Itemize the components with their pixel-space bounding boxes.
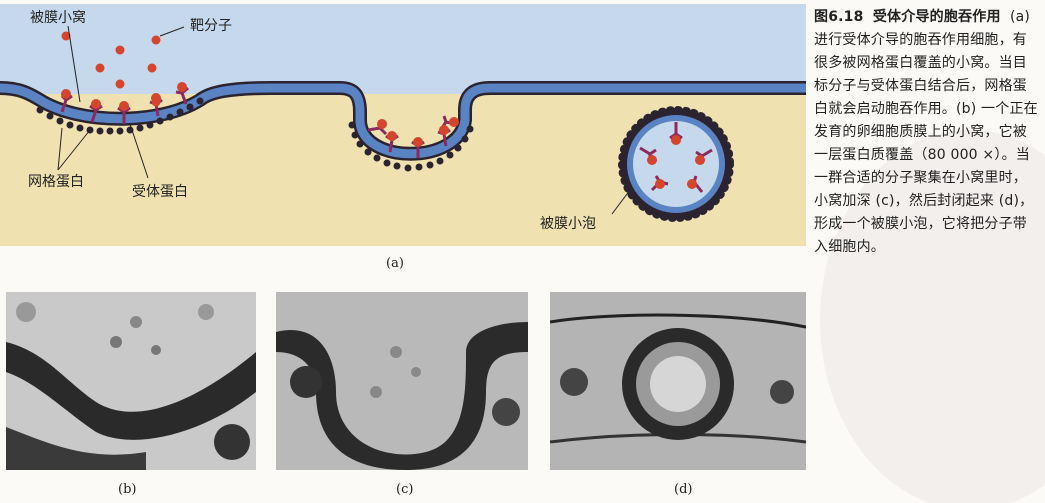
figure-title: 受体介导的胞吞作用 bbox=[872, 9, 1001, 25]
extracellular-region bbox=[0, 4, 806, 94]
figure-caption: 图6.18 受体介导的胞吞作用 (a) 进行受体介导的胞吞作用细胞，有很多被网格… bbox=[814, 6, 1039, 259]
coated-vesicle bbox=[618, 106, 734, 222]
target-molecule-label: 靶分子 bbox=[190, 18, 232, 34]
receptor-label: 受体蛋白 bbox=[132, 184, 188, 200]
micrograph-c bbox=[276, 292, 528, 470]
figure-number: 图6.18 bbox=[814, 9, 864, 25]
target-molecules bbox=[61, 31, 187, 111]
clathrin-coat-pit2 bbox=[348, 121, 474, 172]
bound-ligands-pit2 bbox=[377, 117, 459, 147]
panel-d-label: (d) bbox=[674, 482, 693, 497]
clathrin-label: 网格蛋白 bbox=[28, 174, 84, 190]
caption-body: (a) 进行受体介导的胞吞作用细胞，有很多被网格蛋白覆盖的小窝。当目标分子与受体… bbox=[814, 9, 1038, 255]
micrograph-d bbox=[550, 292, 806, 470]
coated-vesicle-label: 被膜小泡 bbox=[540, 216, 596, 232]
panel-a-label: (a) bbox=[386, 256, 404, 271]
endocytosis-diagram: 被膜小窝 靶分子 网格蛋白 受体蛋白 被膜小泡 (a) bbox=[0, 4, 806, 271]
panel-b-label: (b) bbox=[118, 482, 137, 497]
micrograph-b bbox=[6, 292, 256, 470]
coated-pit-label: 被膜小窝 bbox=[30, 9, 86, 26]
panel-c-label: (c) bbox=[396, 482, 414, 497]
